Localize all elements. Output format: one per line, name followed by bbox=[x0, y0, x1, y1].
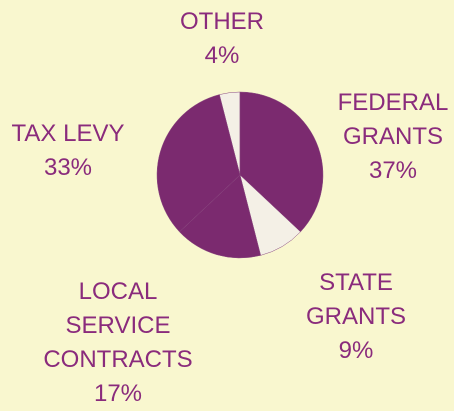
value-label: 37% bbox=[368, 157, 418, 184]
slice-label: TAX LEVY 33% bbox=[0, 117, 138, 185]
slice-label: FEDERAL GRANTS 37% bbox=[323, 86, 454, 188]
slice-label: OTHER 4% bbox=[152, 5, 292, 73]
value-label: 33% bbox=[43, 154, 93, 181]
value-label: 9% bbox=[338, 337, 374, 364]
category-label: LOCAL SERVICE CONTRACTS bbox=[43, 278, 193, 373]
category-label: STATE GRANTS bbox=[305, 269, 406, 330]
pie-slice bbox=[179, 174, 261, 259]
pie-slice bbox=[239, 91, 324, 233]
category-label: TAX LEVY bbox=[11, 120, 125, 147]
category-label: FEDERAL GRANTS bbox=[337, 89, 449, 150]
slice-label: LOCAL SERVICE CONTRACTS 17% bbox=[38, 275, 198, 411]
value-label: 17% bbox=[93, 380, 143, 407]
slice-label: STATE GRANTS 9% bbox=[296, 266, 416, 368]
value-label: 4% bbox=[204, 42, 240, 69]
category-label: OTHER bbox=[180, 8, 264, 35]
pie-slice bbox=[156, 94, 241, 233]
